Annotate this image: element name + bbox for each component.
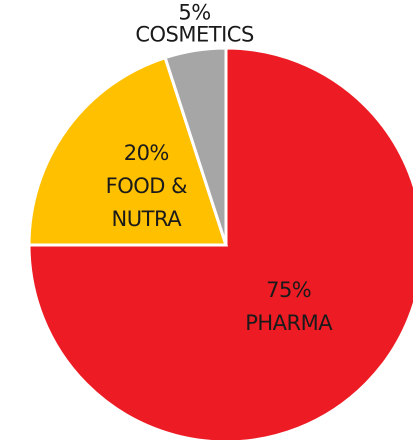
value-label: 20% [124,141,169,165]
value-label: 5% [178,1,210,25]
category-label: COSMETICS [135,23,254,47]
category-label-line: NUTRA [112,207,183,231]
category-label-line: FOOD & [106,174,187,198]
category-label-line: COSMETICS [135,23,254,47]
pie-slice [27,55,229,247]
pie-slice [163,46,228,246]
category-label: PHARMA [245,311,333,335]
pie-slice [27,46,413,440]
category-label-line: PHARMA [245,311,333,335]
value-label: 75% [266,278,311,302]
category-label: FOOD & NUTRA [106,174,187,231]
